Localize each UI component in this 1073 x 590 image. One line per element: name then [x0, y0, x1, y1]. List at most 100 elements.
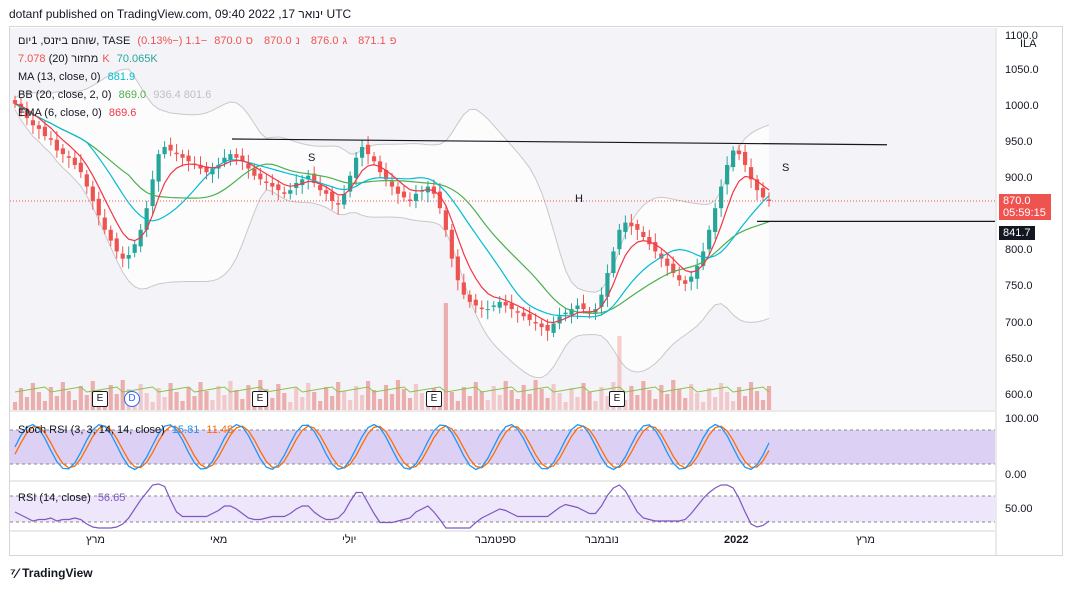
time-tick: יולי — [342, 534, 357, 546]
countdown: 05:59:15 — [1003, 207, 1046, 219]
candle-body — [60, 148, 65, 155]
volume-bar — [216, 386, 221, 410]
volume-bar — [497, 395, 502, 410]
volume-bar — [180, 401, 185, 410]
volume-bar — [413, 384, 419, 410]
earnings-marker[interactable]: E — [609, 391, 625, 407]
candle-body — [234, 154, 239, 158]
candle-body — [174, 152, 179, 155]
volume-bar — [240, 399, 245, 410]
volume-bar — [330, 396, 335, 410]
candle-body — [665, 258, 670, 266]
candle-body — [66, 156, 71, 158]
volume-bar — [354, 386, 359, 410]
volume-bar — [419, 393, 425, 410]
volume-bar — [186, 387, 191, 410]
volume-bar — [748, 382, 754, 410]
volume-bar — [569, 388, 574, 410]
candle-body — [413, 193, 419, 201]
legend-main: שוהם ביזנס, 1יום, TASE פ871.1 ג876.0 נ87… — [18, 35, 404, 47]
candle-body — [713, 208, 718, 232]
candle-body — [72, 157, 77, 165]
volume-bar — [575, 397, 580, 410]
candle-body — [659, 253, 664, 259]
candle-body — [599, 294, 604, 307]
candle-body — [509, 303, 514, 310]
volume-bar — [174, 392, 179, 410]
price-tick: 750.0 — [1005, 280, 1033, 293]
stoch-tick-100: 100.00 — [1005, 413, 1039, 425]
volume-bar — [276, 384, 281, 410]
stoch-k-line — [14, 423, 770, 471]
candle-body — [611, 251, 616, 274]
time-tick: מרץ — [86, 534, 105, 546]
candle-body — [318, 185, 323, 191]
candle-body — [623, 222, 628, 232]
dividend-marker[interactable]: D — [124, 391, 140, 407]
time-tick: נובמבר — [585, 534, 619, 546]
volume-bar — [689, 384, 694, 410]
volume-bar — [736, 387, 742, 410]
volume-bar — [677, 389, 682, 410]
stoch-band — [10, 430, 995, 464]
volume-bar — [246, 385, 251, 410]
high-label: ג — [342, 35, 348, 47]
earnings-marker[interactable]: E — [92, 391, 108, 407]
candle-body — [228, 154, 233, 160]
candle-body — [354, 157, 359, 178]
candle-body — [725, 164, 730, 185]
oscillator-panes — [14, 423, 770, 529]
volume-bar — [665, 394, 670, 410]
candle-body — [210, 168, 215, 175]
candle-body — [736, 150, 742, 155]
candle-body — [641, 231, 646, 238]
candle-body — [683, 280, 688, 284]
tradingview-logo: ⁷⁄ TradingView — [10, 565, 93, 581]
low-label: נ — [295, 35, 300, 47]
candle-body — [521, 312, 526, 317]
candle-body — [581, 303, 586, 310]
volume-bar — [515, 399, 520, 410]
ema-line — [14, 103, 770, 324]
volume-bar — [371, 390, 377, 410]
price-tick: 1100.0 — [1005, 30, 1038, 42]
candle-body — [671, 263, 676, 274]
earnings-marker[interactable]: E — [426, 391, 442, 407]
legend-rsi: RSI (14, close) 56.65 — [18, 492, 129, 504]
volume-bar — [12, 402, 18, 410]
candle-body — [539, 323, 544, 328]
candle-body — [766, 199, 772, 201]
high-value: 876.0 — [310, 35, 339, 47]
volume-bar — [401, 389, 407, 410]
candle-body — [479, 307, 484, 310]
volume-bar — [108, 385, 113, 410]
candle-body — [731, 150, 736, 168]
earnings-marker[interactable]: E — [252, 391, 268, 407]
annotation-h: H — [575, 193, 583, 205]
volume-bar — [581, 383, 586, 410]
tradingview-logo-icon: ⁷⁄ — [10, 565, 19, 581]
candle-body — [102, 217, 107, 230]
volume-bar — [545, 398, 550, 410]
volume-bar — [461, 387, 466, 410]
bb-upper — [14, 68, 770, 293]
rsi-tick-50: 50.00 — [1005, 503, 1033, 515]
candle-body — [204, 166, 209, 173]
legend-stoch: Stoch RSI (3, 3, 14, 14, close) 15.81 11… — [18, 424, 237, 436]
candle-body — [12, 100, 18, 104]
candle-body — [701, 251, 706, 266]
candle-body — [288, 190, 293, 194]
ma-line — [14, 103, 770, 318]
time-tick: ספטמבר — [475, 534, 517, 546]
volume-bar — [294, 388, 299, 410]
ema-label: EMA (6, close, 0) — [18, 107, 102, 119]
candle-body — [635, 224, 640, 230]
volume-bar — [659, 385, 664, 410]
volume-bar — [754, 391, 760, 410]
candle-body — [455, 256, 460, 281]
volume-bar — [288, 402, 293, 410]
open-value: 871.1 — [358, 35, 386, 47]
ma-label: MA (13, close, 0) — [18, 71, 101, 83]
candle-body — [96, 198, 101, 216]
candle-body — [617, 229, 622, 250]
